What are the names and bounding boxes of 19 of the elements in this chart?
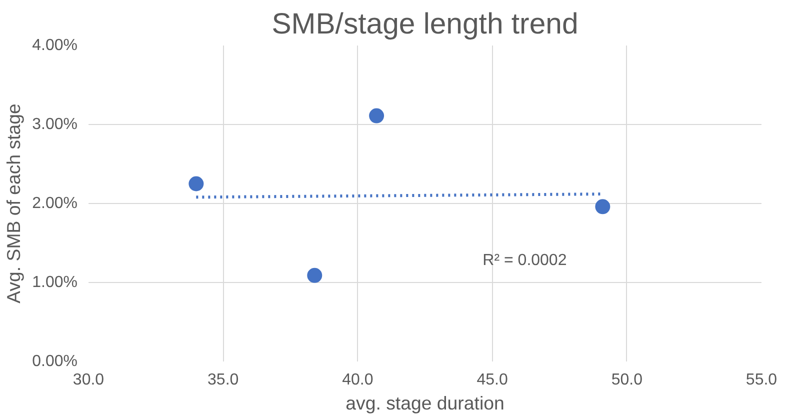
point — [595, 199, 610, 214]
x-tick-label: 50.0 — [611, 372, 643, 388]
y-axis-title: Avg. SMB of each stage — [3, 104, 24, 304]
x-tick-label: 30.0 — [72, 372, 104, 388]
x-tick-label: 45.0 — [476, 372, 508, 388]
annotation: R² = 0.0002 — [482, 252, 567, 270]
x-axis-title: avg. stage duration — [346, 392, 504, 414]
x-tick-label: 40.0 — [342, 372, 374, 388]
x-tick-label: 35.0 — [208, 372, 239, 388]
y-tick-label: 2.00% — [32, 195, 78, 212]
point — [188, 176, 204, 192]
point — [307, 268, 322, 283]
y-tick-label: 4.00% — [32, 37, 78, 54]
y-tick-label: 0.00% — [32, 353, 78, 370]
point — [369, 108, 384, 124]
chart-title: SMB/stage length trend — [272, 8, 578, 40]
y-tick-label: 1.00% — [32, 274, 78, 291]
y-tick-label: 3.00% — [32, 116, 78, 133]
x-tick-label: 55.0 — [746, 372, 778, 388]
